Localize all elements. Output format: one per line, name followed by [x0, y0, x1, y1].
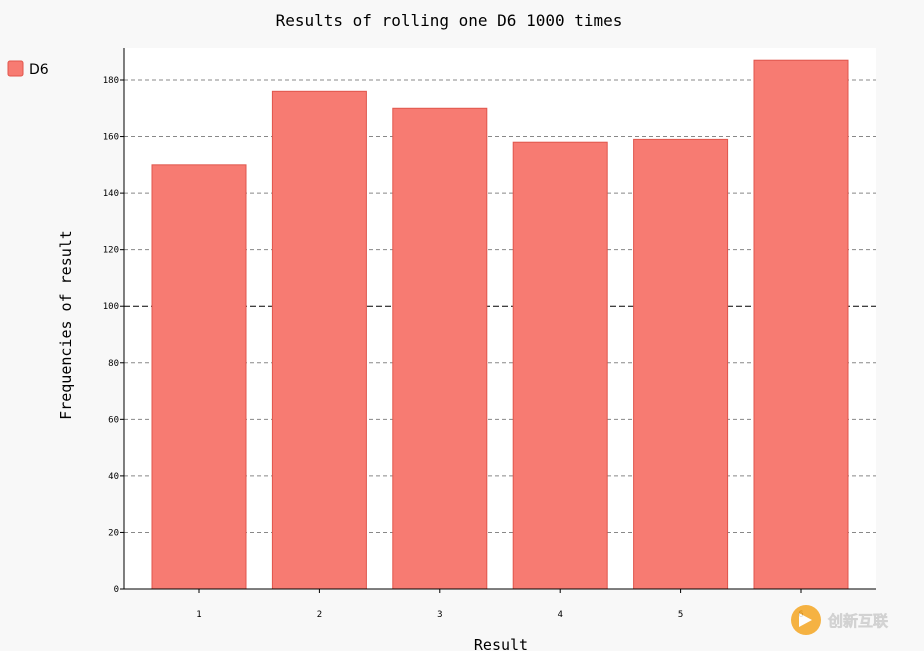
y-tick-label: 120	[103, 246, 119, 256]
x-tick-label: 1	[196, 610, 201, 620]
watermark-logo-mark	[799, 613, 812, 627]
y-axis-title: Frequencies of result	[57, 230, 75, 420]
x-tick-label: 4	[557, 610, 562, 620]
bar	[512, 141, 608, 590]
gridlines	[124, 79, 876, 533]
plot-background	[124, 48, 876, 589]
x-tick-label: 2	[317, 610, 322, 620]
y-axis-ticks: 0 20 40 60 80 100 120 140 160 180	[103, 76, 124, 595]
y-tick-label: 20	[108, 528, 119, 538]
y-tick-label: 80	[108, 359, 119, 369]
y-tick-label: 100	[103, 302, 119, 312]
legend: D6	[7, 60, 49, 78]
bar	[392, 107, 488, 590]
bar	[633, 138, 729, 590]
y-tick-label: 140	[103, 189, 119, 199]
bars	[151, 59, 849, 590]
y-tick-label: 40	[108, 472, 119, 482]
legend-label: D6	[29, 62, 49, 78]
y-tick-label: 0	[114, 585, 119, 595]
y-tick-label: 180	[103, 76, 119, 86]
watermark: 创新互联	[791, 605, 889, 635]
bar	[151, 164, 247, 590]
x-axis-ticks: 123456	[196, 589, 804, 620]
watermark-text: 创新互联	[827, 612, 889, 630]
x-tick-label: 5	[678, 610, 683, 620]
x-axis-title: Result	[474, 636, 528, 651]
legend-swatch	[7, 60, 24, 77]
y-tick-label: 160	[103, 133, 119, 143]
y-tick-label: 60	[108, 415, 119, 425]
bar	[753, 59, 849, 590]
x-tick-label: 3	[437, 610, 442, 620]
bar	[271, 90, 367, 590]
chart-title: Results of rolling one D6 1000 times	[276, 11, 623, 30]
